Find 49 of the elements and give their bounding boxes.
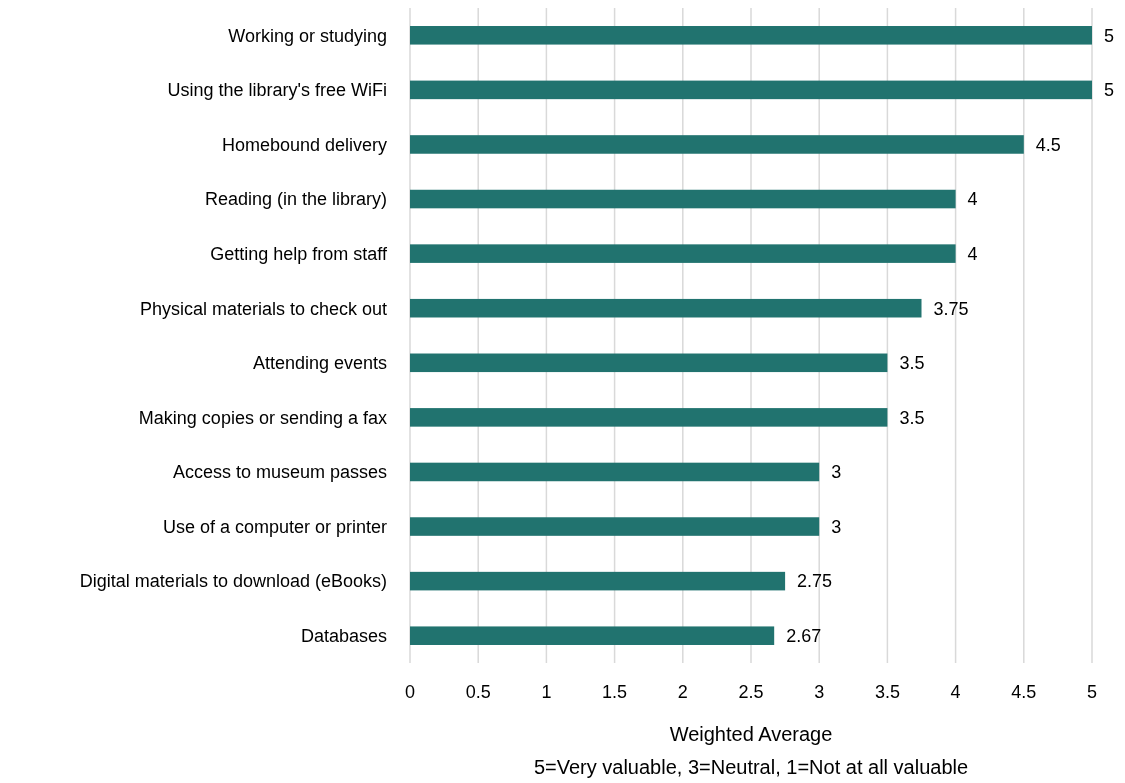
x-tick-label: 0 bbox=[404, 682, 416, 703]
x-axis-title: Weighted Average bbox=[669, 723, 833, 745]
data-label: 3.5 bbox=[899, 353, 925, 374]
y-tick-label: Working or studying bbox=[228, 25, 387, 46]
bar bbox=[410, 80, 1092, 100]
data-label: 5 bbox=[1104, 80, 1115, 101]
bar bbox=[410, 571, 786, 591]
x-tick-label: 2 bbox=[677, 682, 688, 703]
y-tick-label: Getting help from staff bbox=[210, 243, 388, 264]
y-tick-label: Attending events bbox=[252, 353, 387, 374]
y-tick-label: Homebound delivery bbox=[221, 134, 387, 155]
data-label: 2.75 bbox=[797, 571, 833, 592]
y-tick-label: Reading (in the library) bbox=[204, 189, 387, 210]
data-label: 3.5 bbox=[899, 407, 925, 428]
bar bbox=[410, 244, 956, 263]
y-tick-label: Digital materials to download (eBooks) bbox=[79, 571, 387, 592]
data-label: 2.67 bbox=[786, 626, 822, 647]
bar bbox=[410, 462, 820, 482]
bar bbox=[410, 517, 820, 536]
data-label: 4 bbox=[967, 189, 978, 210]
bar bbox=[410, 353, 888, 373]
bar bbox=[410, 26, 1092, 45]
y-tick-label: Making copies or sending a fax bbox=[138, 407, 387, 428]
x-tick-label: 3 bbox=[814, 682, 825, 703]
x-tick-label: 0.5 bbox=[465, 682, 491, 703]
x-tick-label: 1 bbox=[541, 682, 552, 703]
data-label: 3.75 bbox=[933, 298, 969, 319]
data-label: 3 bbox=[831, 516, 842, 537]
x-tick-label: 2.5 bbox=[738, 682, 764, 703]
x-tick-label: 1.5 bbox=[602, 682, 628, 703]
x-tick-label: 3.5 bbox=[874, 682, 900, 703]
y-tick-label: Physical materials to check out bbox=[139, 298, 387, 319]
y-tick-label: Databases bbox=[300, 626, 387, 647]
text: 5=Very valuable, 3=Neutral, 1=Not at all valuable bbox=[533, 756, 969, 778]
bar bbox=[410, 189, 956, 209]
data-label: 3 bbox=[831, 462, 842, 483]
x-tick-label: 4 bbox=[950, 682, 961, 703]
x-tick-label: 4.5 bbox=[1011, 682, 1037, 703]
bar bbox=[410, 298, 922, 318]
data-label: 4.5 bbox=[1035, 134, 1061, 155]
y-tick-label: Using the library's free WiFi bbox=[167, 80, 387, 101]
data-label: 4 bbox=[967, 243, 978, 264]
bar bbox=[410, 626, 775, 645]
bar bbox=[410, 408, 888, 427]
data-label: 5 bbox=[1104, 25, 1115, 46]
y-tick-label: Use of a computer or printer bbox=[162, 516, 387, 537]
x-tick-label: 5 bbox=[1086, 682, 1098, 703]
bar bbox=[410, 135, 1024, 154]
y-tick-label: Access to museum passes bbox=[172, 462, 387, 483]
